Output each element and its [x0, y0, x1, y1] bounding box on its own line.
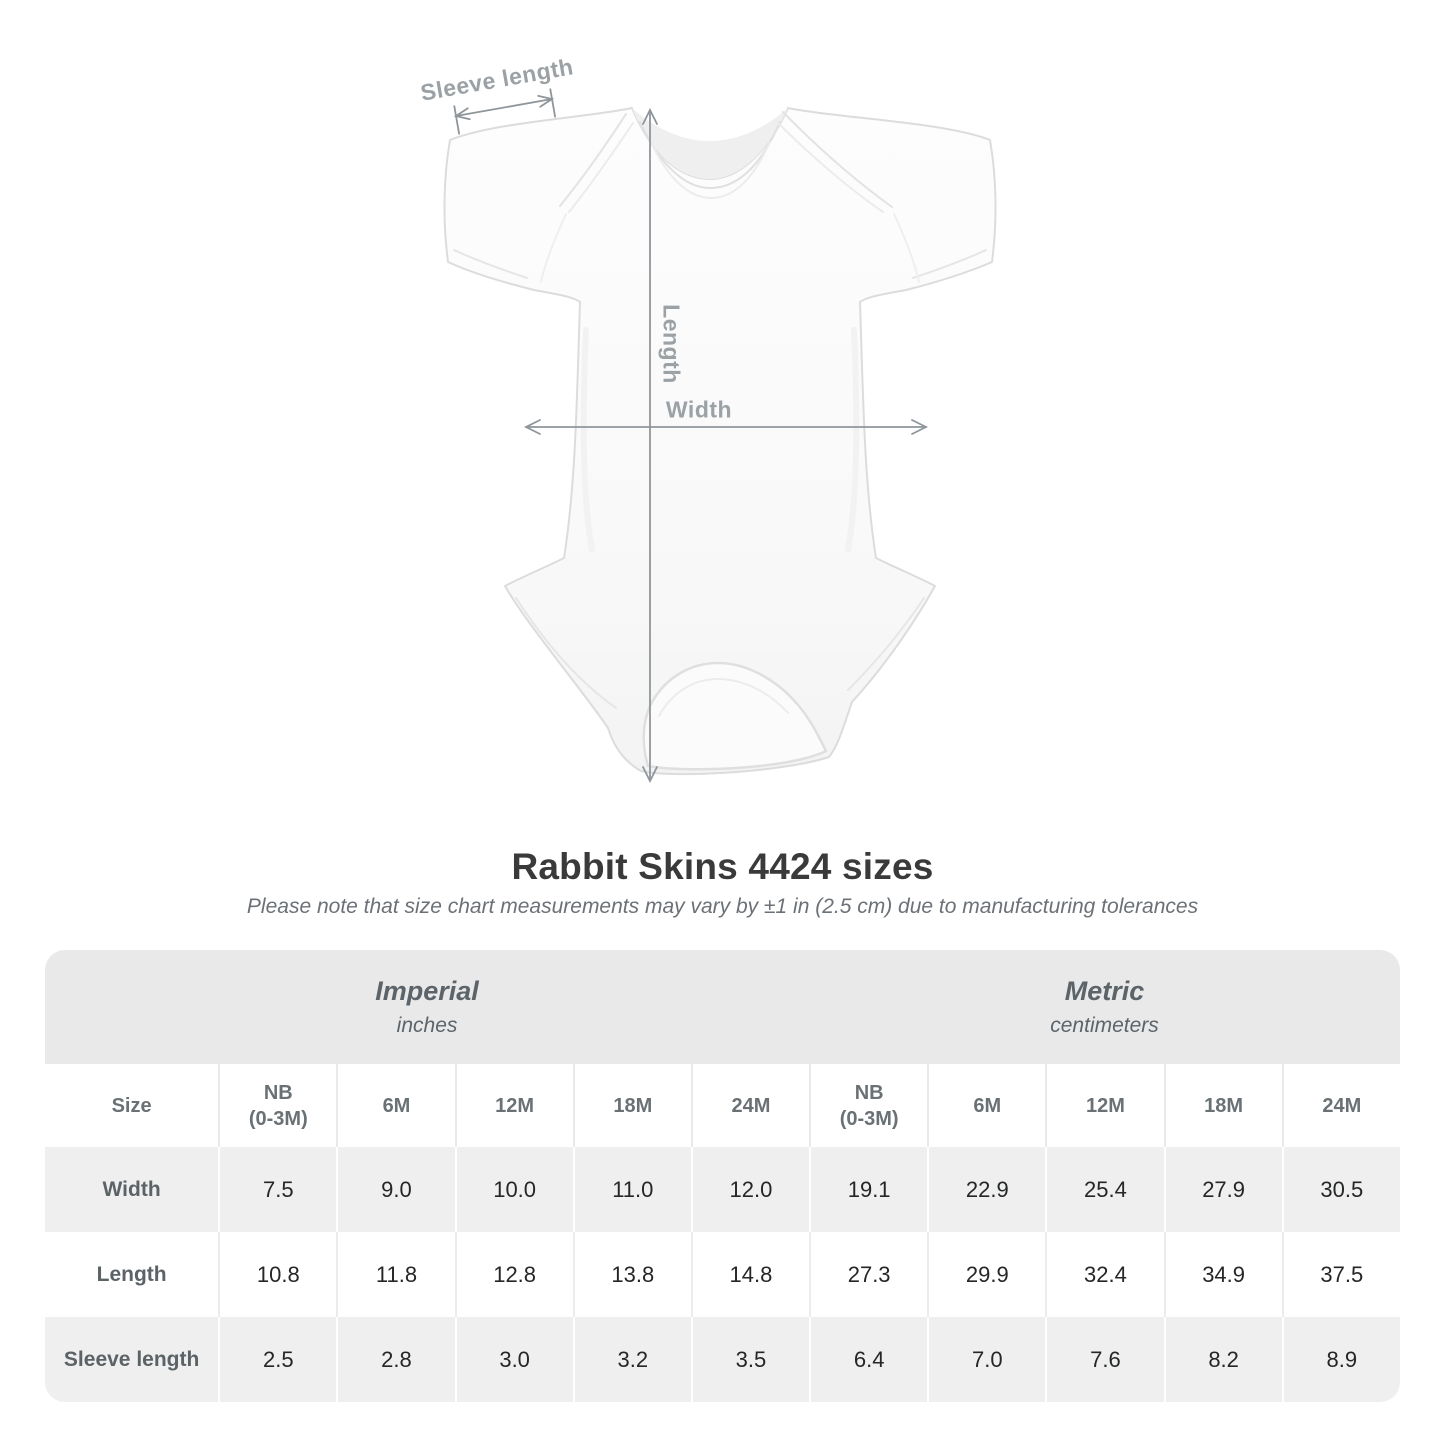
sleeve-value: 6.4 — [809, 1317, 928, 1402]
column-header-metric-6m: 6M — [927, 1064, 1046, 1147]
right-sleeve-hem — [912, 249, 987, 279]
column-header-row: Size NB (0-3M) 6M 12M 18M 24M NB (0-3M) … — [45, 1064, 1400, 1147]
left-leg-binding — [515, 597, 617, 709]
sleeve-value: 7.6 — [1045, 1317, 1164, 1402]
measurement-arrows — [453, 88, 929, 784]
right-shoulder-flap-fold — [775, 120, 884, 213]
length-value: 10.8 — [218, 1232, 337, 1317]
metric-group-header: Metric centimeters — [809, 950, 1400, 1064]
column-header-imperial-6m: 6M — [336, 1064, 455, 1147]
right-armhole-seam — [893, 213, 920, 283]
width-value: 30.5 — [1281, 1147, 1400, 1232]
bodysuit-illustration — [443, 107, 997, 776]
column-header-metric-12m: 12M — [1045, 1064, 1164, 1147]
width-value: 7.5 — [218, 1147, 337, 1232]
sleeve-length-row: Sleeve length 2.5 2.8 3.0 3.2 3.5 6.4 7.… — [45, 1317, 1400, 1402]
length-value: 32.4 — [1045, 1232, 1164, 1317]
length-arrow — [642, 107, 658, 784]
column-header-metric-18m: 18M — [1163, 1064, 1282, 1147]
length-value: 27.3 — [809, 1232, 928, 1317]
row-label-width: Width — [45, 1147, 219, 1232]
right-leg-binding — [847, 597, 925, 691]
width-value: 9.0 — [336, 1147, 455, 1232]
collar-shadow — [649, 139, 771, 199]
size-table: Imperial inches Metric centimeters Size … — [45, 950, 1400, 1402]
right-side-shadow — [845, 327, 860, 553]
right-shoulder-flap — [782, 111, 893, 208]
column-header-metric-nb: NB (0-3M) — [809, 1064, 928, 1147]
size-table-container: Imperial inches Metric centimeters Size … — [45, 950, 1400, 1402]
length-value: 34.9 — [1163, 1232, 1282, 1317]
column-header-metric-24m: 24M — [1281, 1064, 1400, 1147]
sleeve-value: 3.0 — [454, 1317, 573, 1402]
left-shoulder-flap — [559, 113, 627, 207]
neck-opening — [632, 108, 788, 179]
sleeve-value: 3.5 — [690, 1317, 810, 1402]
sleeve-value: 2.8 — [336, 1317, 455, 1402]
length-row: Length 10.8 11.8 12.8 13.8 14.8 27.3 29.… — [45, 1232, 1400, 1317]
unit-group-row: Imperial inches Metric centimeters — [45, 950, 1400, 1064]
row-label-length: Length — [45, 1232, 219, 1317]
width-value: 19.1 — [809, 1147, 928, 1232]
sleeve-value: 3.2 — [572, 1317, 691, 1402]
column-header-imperial-12m: 12M — [454, 1064, 573, 1147]
metric-unit: centimeters — [1050, 1014, 1159, 1037]
column-header-imperial-24m: 24M — [690, 1064, 810, 1147]
width-value: 25.4 — [1045, 1147, 1164, 1232]
tolerance-note: Please note that size chart measurements… — [246, 895, 1199, 918]
width-value: 27.9 — [1163, 1147, 1282, 1232]
bodysuit-outline — [443, 107, 997, 776]
width-value: 22.9 — [927, 1147, 1046, 1232]
sleeve-length-arrow — [453, 88, 556, 135]
width-label: Width — [665, 396, 733, 423]
column-header-imperial-nb: NB (0-3M) — [218, 1064, 337, 1147]
width-value: 12.0 — [690, 1147, 810, 1232]
bodysuit-measurement-diagram — [443, 88, 997, 784]
width-value: 10.0 — [454, 1147, 573, 1232]
sleeve-value: 7.0 — [927, 1317, 1046, 1402]
column-header-imperial-18m: 18M — [572, 1064, 691, 1147]
left-sleeve-hem — [453, 249, 528, 279]
imperial-group-header: Imperial inches — [45, 950, 810, 1064]
size-column-header: Size — [45, 1064, 219, 1147]
left-armhole-seam — [540, 213, 567, 283]
length-value: 11.8 — [336, 1232, 455, 1317]
sleeve-value: 2.5 — [218, 1317, 337, 1402]
sleeve-value: 8.9 — [1281, 1317, 1400, 1402]
width-arrow — [523, 419, 929, 435]
length-value: 13.8 — [572, 1232, 691, 1317]
heading-block: Rabbit Skins 4424 sizes Please note that… — [0, 846, 1445, 919]
length-value: 37.5 — [1281, 1232, 1400, 1317]
metric-label: Metric — [1064, 976, 1145, 1006]
left-shoulder-flap-fold — [568, 122, 634, 213]
row-label-sleeve-length: Sleeve length — [45, 1317, 219, 1402]
width-value: 11.0 — [572, 1147, 691, 1232]
neck-binding — [639, 121, 781, 189]
length-value: 12.8 — [454, 1232, 573, 1317]
imperial-unit: inches — [396, 1014, 458, 1037]
imperial-label: Imperial — [375, 976, 479, 1006]
sleeve-value: 8.2 — [1163, 1317, 1282, 1402]
page-title: Rabbit Skins 4424 sizes — [511, 846, 934, 887]
length-value: 14.8 — [690, 1232, 810, 1317]
length-label: Length — [658, 304, 685, 384]
left-side-shadow — [580, 327, 595, 553]
width-row: Width 7.5 9.0 10.0 11.0 12.0 19.1 22.9 2… — [45, 1147, 1400, 1232]
crotch-flap-inner-seam — [658, 678, 789, 717]
length-value: 29.9 — [927, 1232, 1046, 1317]
